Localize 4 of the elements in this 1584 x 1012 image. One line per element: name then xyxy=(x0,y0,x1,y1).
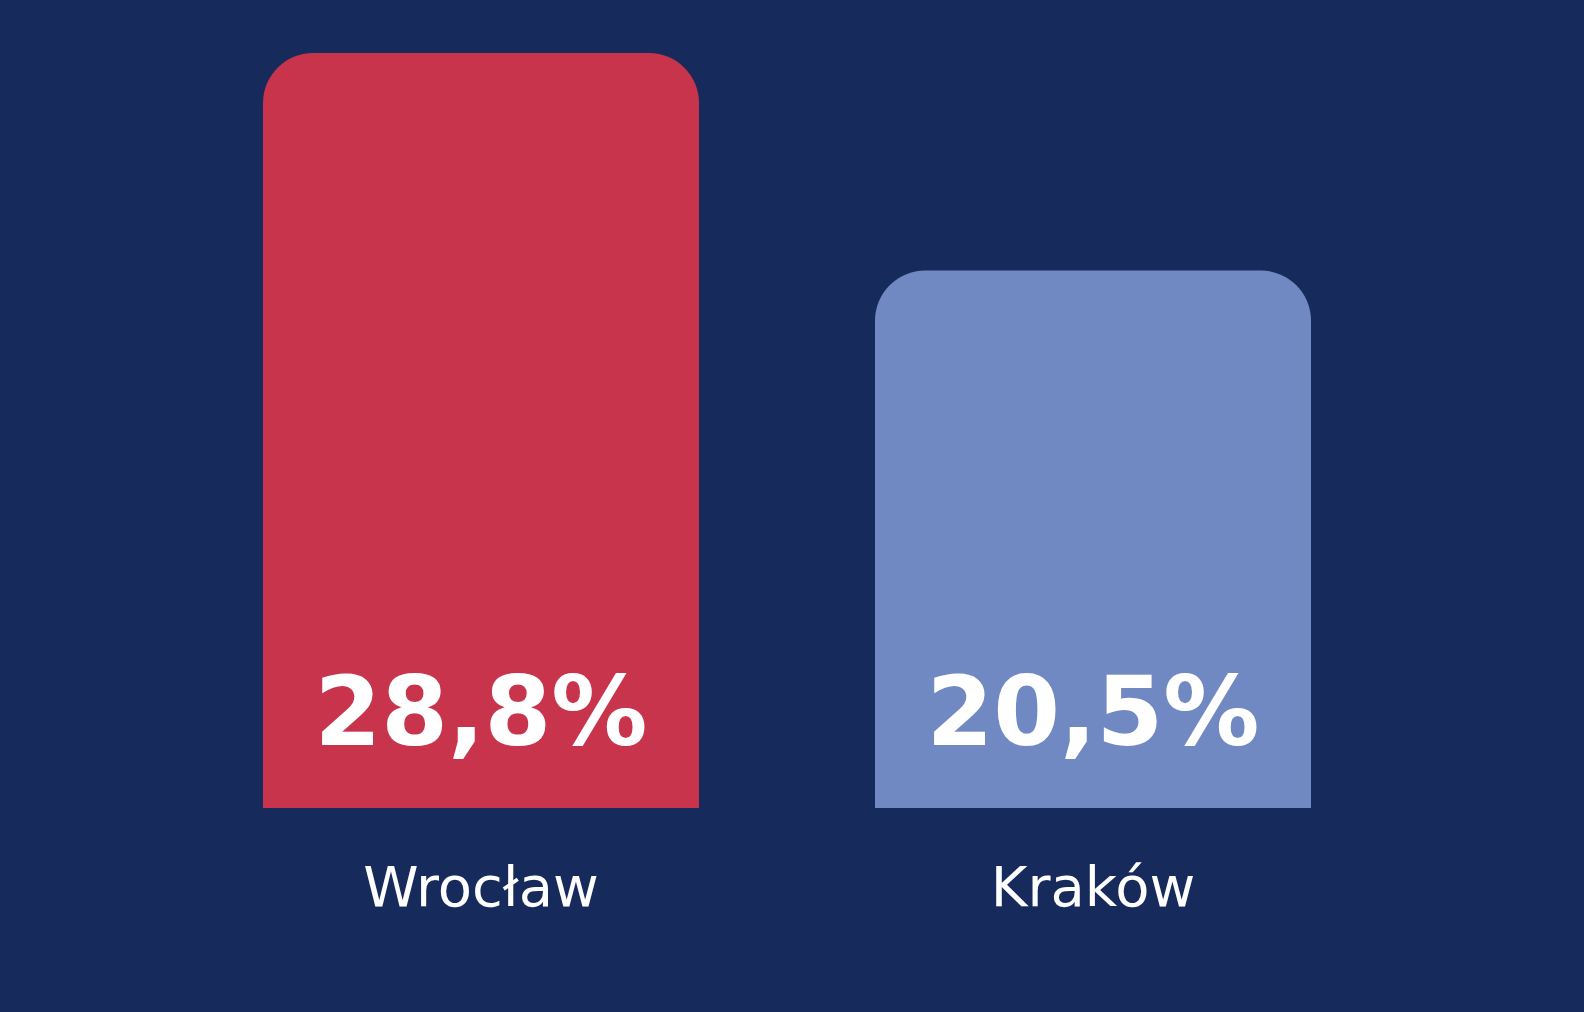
data-label: 20,5% xyxy=(926,656,1260,768)
data-label: 28,8% xyxy=(314,656,648,768)
x-tick-label: Wrocław xyxy=(363,853,599,919)
x-tick-label: Kraków xyxy=(990,853,1196,919)
